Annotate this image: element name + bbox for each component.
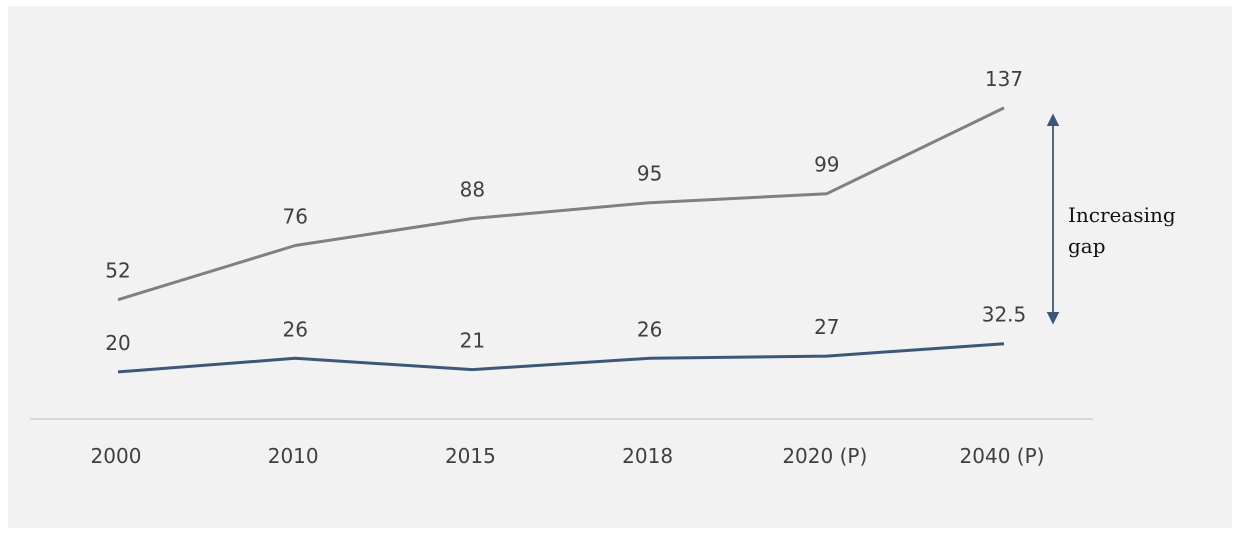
series-line-1 <box>117 106 1005 302</box>
data-label: 95 <box>637 162 662 186</box>
x-tick-label: 2000 <box>91 444 142 468</box>
data-label: 20 <box>105 331 130 355</box>
data-label: 27 <box>814 315 839 339</box>
data-label: 52 <box>105 259 130 283</box>
data-label: 26 <box>637 317 662 341</box>
series-layer <box>117 106 1005 374</box>
x-tick-labels: 2000 2010 2015 2018 2020 (P) 2040 (P) <box>91 444 1045 468</box>
data-label: 76 <box>282 205 307 229</box>
data-label: 99 <box>814 153 839 177</box>
x-tick-label: 2010 <box>268 444 319 468</box>
x-tick-label: 2040 (P) <box>960 444 1045 468</box>
x-tick-label: 2018 <box>622 444 673 468</box>
data-label: 26 <box>282 317 307 341</box>
x-tick-label: 2015 <box>445 444 496 468</box>
data-label: 32.5 <box>982 303 1027 327</box>
data-label: 21 <box>460 329 485 353</box>
chart-background <box>8 6 1232 528</box>
annotation-line-2: gap <box>1068 234 1106 258</box>
data-labels: 52 76 88 95 99 137 20 26 21 26 27 32.5 <box>105 67 1026 355</box>
series-line-2 <box>117 342 1005 374</box>
x-tick-label: 2020 (P) <box>782 444 867 468</box>
data-label: 137 <box>985 67 1023 91</box>
data-label: 88 <box>460 177 485 201</box>
annotation-line-1: Increasing <box>1068 203 1176 227</box>
